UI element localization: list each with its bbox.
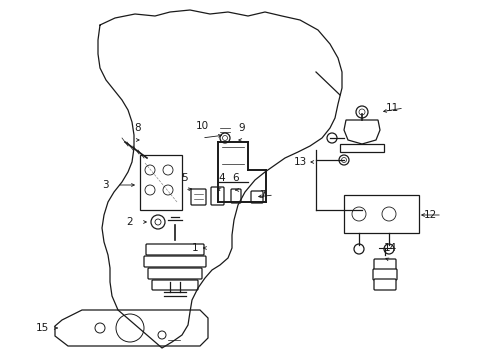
Text: 1: 1 [191, 243, 198, 253]
Polygon shape [140, 155, 182, 210]
Text: 11: 11 [385, 103, 398, 113]
FancyBboxPatch shape [146, 244, 203, 255]
Text: 3: 3 [102, 180, 108, 190]
Text: 2: 2 [126, 217, 133, 227]
Circle shape [383, 244, 393, 254]
Text: 14: 14 [383, 243, 396, 253]
FancyBboxPatch shape [191, 189, 205, 205]
Circle shape [355, 106, 367, 118]
Polygon shape [343, 120, 379, 144]
Text: 4: 4 [218, 173, 225, 183]
Text: 12: 12 [423, 210, 436, 220]
Circle shape [353, 244, 363, 254]
Circle shape [220, 133, 229, 143]
Circle shape [338, 155, 348, 165]
Polygon shape [343, 195, 418, 233]
Text: 8: 8 [134, 123, 141, 133]
FancyBboxPatch shape [152, 280, 198, 290]
Text: 6: 6 [232, 173, 239, 183]
Polygon shape [339, 144, 383, 152]
FancyBboxPatch shape [372, 269, 396, 280]
FancyBboxPatch shape [210, 187, 224, 205]
Text: 9: 9 [238, 123, 245, 133]
FancyBboxPatch shape [143, 256, 205, 267]
FancyBboxPatch shape [373, 259, 395, 270]
Text: 5: 5 [182, 173, 188, 183]
Text: 15: 15 [35, 323, 48, 333]
FancyBboxPatch shape [148, 268, 202, 279]
Text: 10: 10 [195, 121, 208, 131]
Text: 13: 13 [293, 157, 306, 167]
FancyBboxPatch shape [250, 191, 263, 203]
FancyBboxPatch shape [230, 189, 241, 203]
Circle shape [326, 133, 336, 143]
Polygon shape [55, 310, 207, 346]
FancyBboxPatch shape [373, 279, 395, 290]
Text: 7: 7 [258, 190, 265, 200]
